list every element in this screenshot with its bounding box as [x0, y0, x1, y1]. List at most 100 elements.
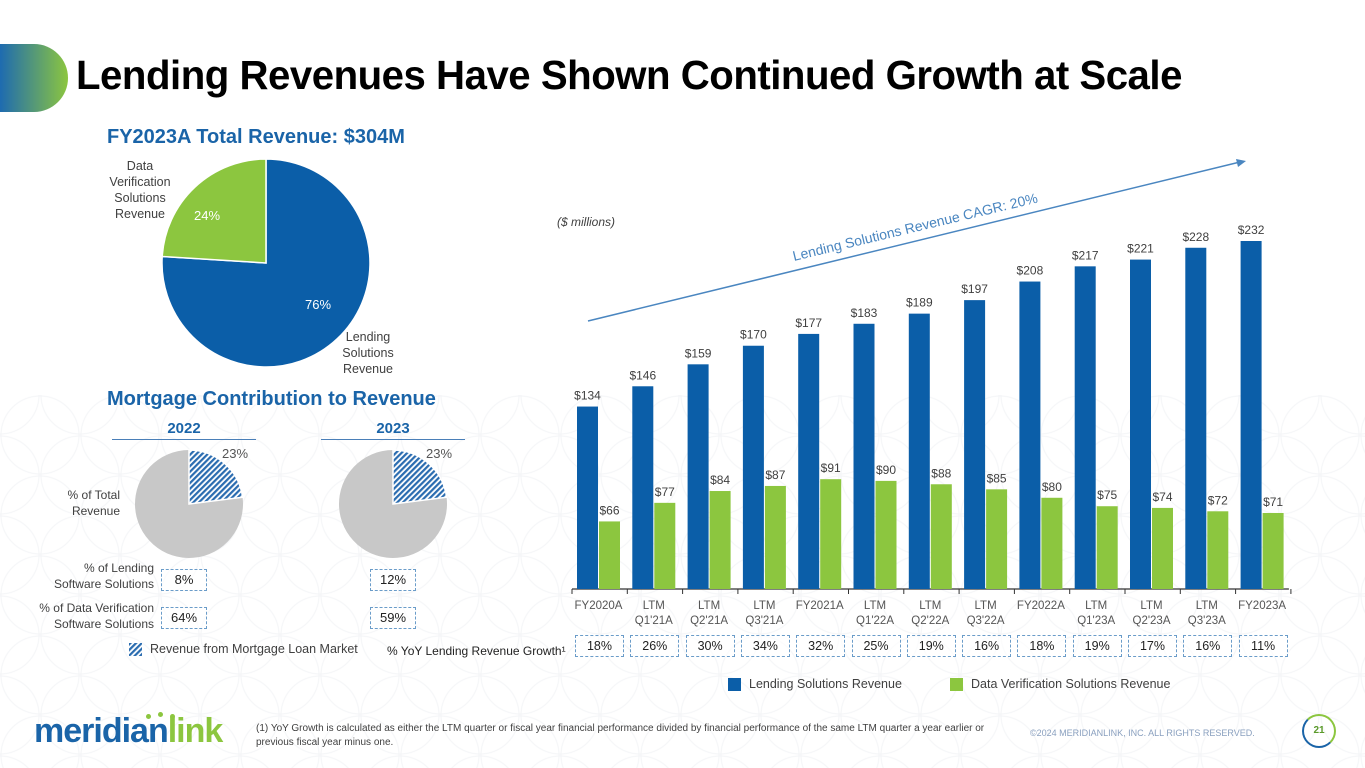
lending-swatch-icon	[728, 677, 741, 691]
legend-lending-label: Lending Solutions Revenue	[749, 677, 902, 691]
x-tick-label: LTM	[643, 600, 665, 612]
mortgage-pie-2023	[339, 449, 448, 558]
pie-slice-mortgage	[392, 449, 448, 505]
mortgage-pie-2022	[135, 449, 244, 558]
bar-label-lending: $170	[740, 328, 767, 342]
bar-label-data-verification: $75	[1097, 488, 1117, 502]
x-tick-label: LTM	[919, 600, 941, 612]
bar-label-data-verification: $72	[1208, 493, 1228, 507]
bar-lending	[687, 364, 709, 589]
pct-dv-2023: 59%	[370, 607, 416, 629]
bar-data-verification	[1096, 506, 1118, 589]
bar-lending	[632, 386, 654, 589]
x-tick-label: FY2020A	[575, 600, 623, 612]
bar-data-verification	[709, 491, 731, 589]
bar-lending	[1074, 266, 1096, 589]
cagr-arrow-line	[587, 161, 1241, 322]
bar-lending	[577, 406, 598, 589]
bar-data-verification	[1207, 511, 1229, 589]
dv-pie-label: Data Verification Solutions Revenue	[109, 159, 171, 221]
meridianlink-logo: meridianlink	[34, 712, 224, 751]
bar-label-data-verification: $84	[710, 473, 730, 487]
bar-label-lending: $183	[851, 306, 878, 320]
growth-box: 18%	[575, 635, 624, 657]
x-tick-label: Q1'22A	[856, 615, 894, 627]
x-tick-label: Q1'21A	[635, 615, 673, 627]
growth-box: 30%	[685, 635, 735, 657]
total-revenue-pie: 76% 24%	[161, 158, 371, 368]
x-tick-label: LTM	[753, 600, 775, 612]
cagr-arrow: Lending Solutions Revenue CAGR: 20%	[587, 159, 1246, 322]
pie-2022-pct-label: 23%	[222, 446, 249, 461]
growth-box: 25%	[851, 635, 901, 657]
x-tick-label: LTM	[864, 600, 886, 612]
x-tick-label: LTM	[1085, 600, 1107, 612]
bar-lending	[798, 333, 820, 589]
row-label-lending: % of Lending Software Solutions	[53, 561, 154, 591]
bar-data-verification	[986, 489, 1008, 589]
bar-label-lending: $159	[685, 346, 712, 360]
hatch-swatch-icon	[129, 642, 142, 656]
year-header-2022: 2022	[112, 420, 256, 440]
bar-lending	[1240, 241, 1262, 589]
x-tick-label: FY2022A	[1017, 600, 1065, 612]
bar-lending	[1130, 259, 1151, 589]
pct-dv-2022: 64%	[161, 607, 207, 629]
title-accent-tab	[0, 44, 68, 112]
legend-dv: Data Verification Solutions Revenue	[950, 677, 1170, 691]
pie-2023-pct-label: 23%	[426, 446, 453, 461]
bar-data-verification	[1262, 512, 1284, 589]
bar-lending	[1185, 247, 1207, 590]
growth-box: 19%	[1072, 635, 1122, 657]
pie-label-data-verification: 24%	[194, 208, 220, 223]
copyright: ©2024 MERIDIANLINK, INC. ALL RIGHTS RESE…	[1030, 728, 1255, 738]
page-number: 21	[1302, 714, 1336, 748]
bar-lending	[853, 323, 875, 589]
bar-lending	[1019, 281, 1041, 589]
slide-title: Lending Revenues Have Shown Continued Gr…	[76, 52, 1182, 98]
growth-box: 11%	[1238, 635, 1288, 657]
bar-data-verification	[654, 502, 676, 589]
dv-swatch-icon	[950, 677, 963, 691]
growth-box: 16%	[1183, 635, 1233, 657]
bar-data-verification	[930, 484, 952, 589]
row-label-dv: % of Data Verification Software Solution…	[39, 601, 154, 631]
footnote: (1) YoY Growth is calculated as either t…	[256, 723, 985, 748]
pie-slice-mortgage	[188, 449, 244, 505]
bar-label-data-verification: $71	[1263, 495, 1283, 509]
bar-lending	[742, 345, 764, 589]
bar-lending	[964, 300, 986, 589]
pct-lending-2022: 8%	[161, 569, 207, 591]
x-tick-label: Q3'21A	[745, 615, 783, 627]
bar-label-lending: $197	[961, 282, 988, 296]
bar-label-data-verification: $80	[1042, 480, 1062, 494]
bar-label-data-verification: $91	[821, 461, 841, 475]
growth-box: 34%	[740, 635, 790, 657]
x-tick-label: LTM	[975, 600, 997, 612]
year-header-2023: 2023	[321, 420, 465, 440]
pct-lending-2023: 12%	[370, 569, 416, 591]
total-revenue-title: FY2023A Total Revenue: $304M	[107, 126, 405, 148]
cagr-arrow-head	[1236, 159, 1246, 167]
growth-box: 26%	[630, 635, 680, 657]
legend-mortgage: Revenue from Mortgage Loan Market	[129, 642, 358, 656]
x-tick-label: Q2'23A	[1133, 615, 1171, 627]
growth-box: 18%	[1017, 635, 1067, 657]
lending-pie-label: Lending Solutions Revenue	[342, 330, 394, 376]
bar-label-lending: $208	[1017, 264, 1044, 278]
bar-chart: $134 $66 FY2020A $146 $77 LTM Q1'21A $159 $84 LTM…	[571, 223, 1292, 627]
growth-row-label: % YoY Lending Revenue Growth¹	[387, 644, 566, 658]
logo-part2: link	[167, 712, 224, 750]
pie-label-lending: 76%	[305, 297, 331, 312]
x-tick-label: LTM	[1140, 600, 1162, 612]
bar-label-data-verification: $88	[931, 466, 951, 480]
bar-label-lending: $189	[906, 296, 933, 310]
legend-mortgage-label: Revenue from Mortgage Loan Market	[150, 642, 358, 656]
bar-label-data-verification: $74	[1152, 490, 1172, 504]
x-tick-label: Q2'22A	[911, 615, 949, 627]
bar-label-lending: $217	[1072, 248, 1099, 262]
x-tick-label: LTM	[1196, 600, 1218, 612]
bar-label-data-verification: $87	[765, 468, 785, 482]
bar-label-lending: $228	[1182, 230, 1209, 244]
bar-label-lending: $146	[629, 368, 656, 382]
